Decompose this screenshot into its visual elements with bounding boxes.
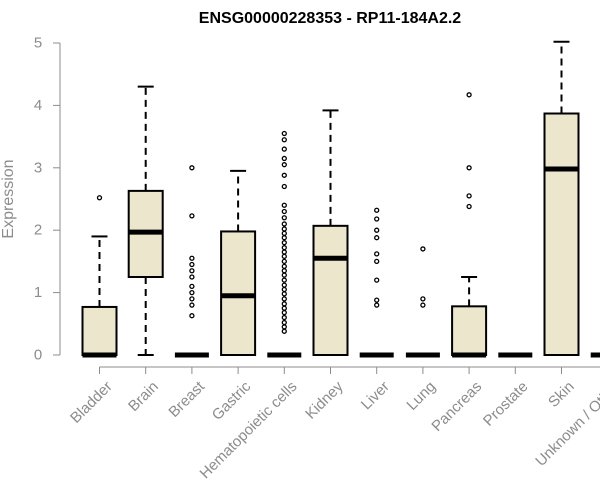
outlier-point — [281, 221, 287, 227]
outlier-point — [281, 202, 287, 208]
outlier-point — [281, 291, 287, 297]
outlier-point — [281, 282, 287, 288]
box-group — [220, 169, 257, 356]
x-tick-label: Prostate — [480, 378, 532, 430]
outlier-point — [281, 183, 287, 190]
x-tick-label: Brain — [125, 378, 162, 415]
outlier-point — [374, 302, 380, 308]
outlier-point — [281, 215, 287, 221]
outlier-point — [189, 268, 195, 274]
box — [312, 224, 349, 356]
outlier-point — [281, 226, 287, 232]
outlier-point — [466, 203, 472, 210]
outlier-point — [420, 246, 426, 252]
outlier-point — [189, 213, 195, 219]
outlier-point — [189, 261, 195, 268]
outlier-point — [420, 302, 426, 308]
box — [81, 305, 118, 356]
box-group — [543, 40, 580, 357]
box-group — [127, 85, 164, 356]
outlier-point — [374, 297, 380, 303]
x-tick-label: Breast — [165, 378, 208, 421]
box-group — [267, 130, 302, 358]
x-tick-label: Liver — [358, 378, 393, 413]
outlier-point — [281, 249, 287, 255]
outlier-point — [189, 296, 195, 302]
x-tick-label: Lung — [403, 378, 439, 414]
outlier-point — [281, 235, 287, 241]
outlier-point — [374, 235, 380, 241]
outlier-point — [281, 155, 287, 162]
outlier-point — [281, 263, 287, 270]
y-axis-label: Expression — [0, 159, 17, 238]
outlier-point — [374, 216, 380, 222]
outlier-point — [281, 162, 287, 168]
x-tick-label: Bladder — [67, 378, 116, 427]
outlier-point — [281, 208, 287, 215]
plot-area — [81, 40, 600, 358]
box-group — [451, 92, 488, 358]
outlier-point — [281, 172, 287, 178]
outlier-point — [420, 296, 426, 302]
outlier-point — [281, 137, 287, 143]
chart-title: ENSG00000228353 - RP11-184A2.2 — [199, 10, 462, 27]
x-tick-label: Skin — [545, 378, 578, 411]
outlier-point — [96, 195, 103, 201]
outlier-point — [189, 255, 195, 261]
y-tick-label: 2 — [34, 222, 42, 239]
outlier-point — [189, 274, 195, 280]
outlier-point — [281, 324, 287, 330]
box-group — [405, 246, 440, 358]
outlier-point — [466, 193, 472, 199]
outlier-point — [281, 286, 287, 293]
y-tick-label: 3 — [34, 159, 42, 176]
outlier-point — [281, 272, 287, 278]
outlier-point — [281, 240, 287, 246]
y-tick-label: 4 — [34, 97, 42, 114]
outlier-point — [281, 268, 287, 274]
outlier-point — [281, 277, 287, 283]
outlier-point — [281, 130, 287, 137]
outlier-point — [466, 92, 472, 98]
outlier-point — [189, 302, 195, 308]
box-group — [590, 352, 600, 358]
y-axis: 0 1 2 3 4 5 — [34, 35, 61, 364]
x-tick-label: Kidney — [302, 378, 347, 423]
box-group — [312, 109, 349, 356]
outlier-point — [281, 328, 287, 334]
outlier-point — [281, 301, 287, 307]
y-tick-label: 0 — [34, 347, 42, 364]
outlier-point — [281, 309, 287, 316]
x-tick-label: Gastric — [209, 378, 255, 424]
outlier-point — [189, 289, 195, 296]
box — [543, 112, 580, 357]
outlier-point — [281, 296, 287, 302]
box-group — [174, 165, 209, 358]
outlier-point — [281, 319, 287, 326]
outlier-point — [281, 146, 287, 152]
outlier-point — [281, 258, 287, 265]
outlier-point — [189, 313, 195, 319]
outlier-point — [374, 207, 380, 213]
outlier-point — [281, 314, 287, 321]
box — [451, 305, 488, 357]
y-tick-label: 5 — [34, 35, 42, 52]
y-tick-label: 1 — [34, 284, 42, 301]
outlier-point — [189, 165, 195, 171]
outlier-point — [466, 165, 472, 171]
outlier-point — [281, 230, 287, 236]
outlier-point — [374, 227, 380, 233]
outlier-point — [281, 253, 287, 260]
outlier-point — [281, 245, 287, 251]
outlier-point — [374, 251, 380, 257]
box-group — [81, 195, 118, 358]
box-group — [359, 207, 394, 358]
outlier-point — [374, 258, 380, 265]
x-tick-label: Pancreas — [428, 378, 485, 435]
outlier-point — [374, 277, 380, 283]
outlier-point — [189, 283, 195, 290]
outlier-point — [281, 305, 287, 311]
